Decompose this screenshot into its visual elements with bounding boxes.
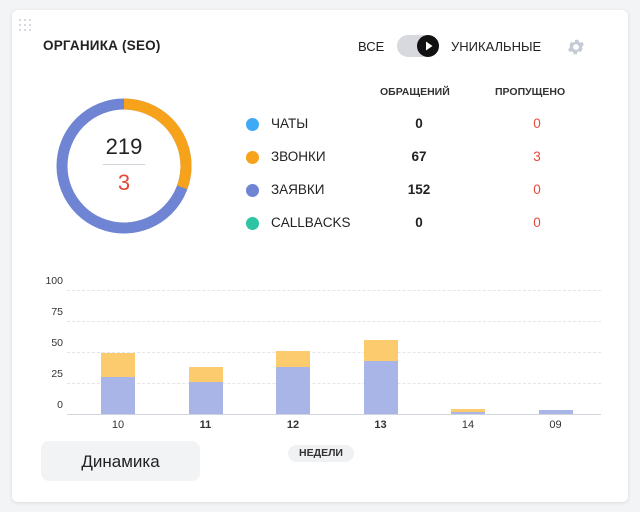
organic-seo-widget: [12, 10, 628, 502]
x-tick-label: 13: [374, 419, 387, 431]
donut-chart: [56, 98, 192, 234]
mode-all-label[interactable]: ВСЕ: [358, 39, 385, 54]
x-tick-label: 09: [549, 419, 562, 431]
bar-calls[interactable]: [188, 366, 223, 382]
mode-unique-label[interactable]: УНИКАЛЬНЫЕ: [451, 39, 542, 54]
total-requests-value: 219: [105, 134, 143, 159]
x-tick-label: 10: [111, 419, 125, 431]
header-missed: ПРОПУЩЕНО: [495, 86, 566, 98]
channel-label: ЗАЯВКИ: [271, 182, 325, 197]
channel-row-calls[interactable]: ЗВОНКИ 67 3: [244, 147, 594, 169]
channel-label: ЗВОНКИ: [271, 149, 326, 164]
bar-requests[interactable]: [363, 360, 398, 414]
y-tick-label: 50: [51, 337, 63, 349]
bar-calls[interactable]: [101, 353, 135, 377]
channel-row-requests[interactable]: ЗАЯВКИ 152 0: [244, 180, 594, 202]
bar-requests[interactable]: [451, 411, 485, 414]
play-icon: [426, 41, 433, 51]
channel-count: 0: [415, 116, 423, 131]
channel-label: CALLBACKS: [271, 215, 351, 230]
donut-calls-arc: [56, 98, 192, 234]
bar-requests[interactable]: [188, 381, 223, 414]
gear-icon[interactable]: [566, 37, 586, 57]
channel-count: 152: [407, 182, 431, 197]
channel-count: 67: [411, 149, 427, 164]
bar-requests[interactable]: [101, 376, 135, 414]
x-axis-label: НЕДЕЛИ: [288, 445, 354, 462]
x-tick-label: 14: [461, 419, 475, 431]
channel-missed: 3: [533, 149, 541, 164]
bar-requests[interactable]: [538, 410, 573, 414]
x-tick-label: 12: [286, 419, 300, 431]
x-axis-line: [67, 414, 601, 415]
donut-divider: [103, 164, 145, 165]
toggle-knob: [417, 35, 439, 57]
bar-calls[interactable]: [451, 409, 485, 412]
drag-handle-icon[interactable]: [18, 18, 32, 32]
channel-count: 0: [415, 215, 423, 230]
grid-line: [67, 290, 601, 291]
bar-calls[interactable]: [363, 339, 398, 361]
bar-calls[interactable]: [276, 350, 310, 367]
header-requests: ОБРАЩЕНИЙ: [380, 86, 450, 98]
channel-label: ЧАТЫ: [271, 116, 309, 131]
y-tick-label: 100: [45, 275, 63, 287]
y-tick-label: 0: [57, 399, 63, 411]
channel-missed: 0: [533, 215, 541, 230]
callbacks-dot-icon: [246, 217, 259, 230]
total-missed-value: 3: [117, 170, 131, 195]
channel-missed: 0: [533, 116, 541, 131]
unique-mode-toggle[interactable]: [397, 35, 439, 57]
chats-dot-icon: [246, 118, 259, 131]
channel-row-callbacks[interactable]: CALLBACKS 0 0: [244, 213, 594, 235]
grid-line: [67, 321, 601, 322]
channel-missed: 0: [533, 182, 541, 197]
requests-dot-icon: [246, 184, 259, 197]
calls-dot-icon: [246, 151, 259, 164]
grid-line: [67, 383, 601, 384]
y-tick-label: 75: [51, 306, 63, 318]
channel-row-chats[interactable]: ЧАТЫ 0 0: [244, 114, 594, 136]
bar-requests[interactable]: [276, 366, 310, 414]
y-tick-label: 25: [51, 368, 63, 380]
grid-line: [67, 352, 601, 353]
dynamics-button[interactable]: Динамика: [41, 441, 200, 481]
x-tick-label: 11: [199, 419, 212, 431]
widget-title: ОРГАНИКА (SEO): [43, 38, 161, 53]
